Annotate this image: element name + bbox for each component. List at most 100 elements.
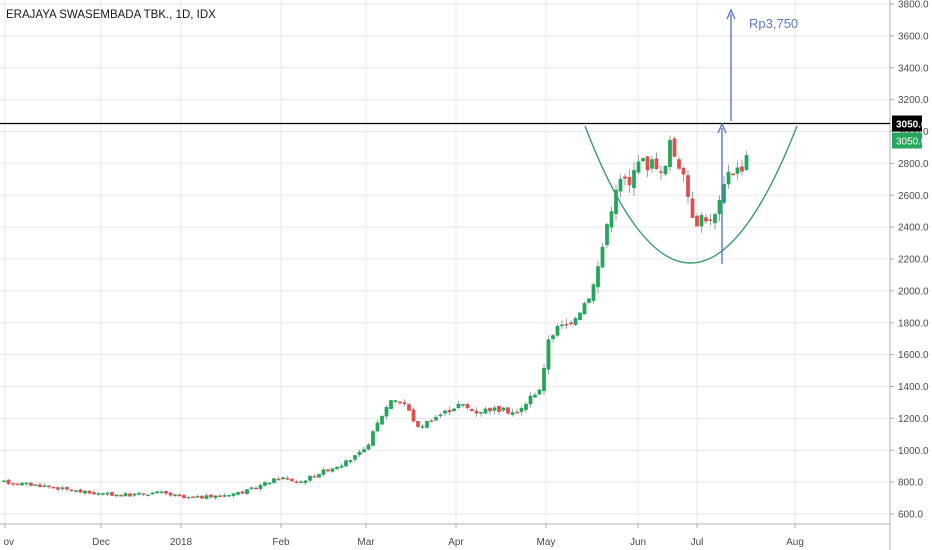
candle-up — [717, 200, 722, 215]
candle-up — [380, 415, 384, 425]
candle-up — [24, 482, 29, 485]
candle-up — [591, 284, 596, 302]
price-tick-label: 3200.0 — [898, 95, 929, 106]
price-tick-label: 1800.0 — [898, 318, 929, 329]
candle-up — [281, 477, 285, 480]
candle-up — [231, 493, 236, 496]
candle-down — [465, 404, 470, 409]
candle-up — [384, 406, 389, 417]
time-tick-label: Aug — [786, 537, 804, 548]
candle-up — [587, 298, 591, 303]
candle-down — [411, 409, 416, 422]
candle-up — [42, 485, 47, 487]
candle-down — [38, 484, 42, 487]
candle-up — [609, 211, 614, 228]
candle-down — [708, 219, 713, 221]
time-tick-label: Dec — [92, 537, 110, 548]
candle-up — [605, 224, 609, 246]
time-tick-label: Jun — [630, 537, 646, 548]
candle-up — [510, 412, 515, 415]
candle-up — [546, 339, 551, 370]
candle-down — [182, 495, 186, 499]
price-tick-label: 3600.0 — [898, 31, 929, 42]
price-tick-label: 1200.0 — [898, 414, 929, 425]
candle-down — [627, 177, 632, 186]
candle-down — [87, 490, 92, 494]
candle-up — [389, 400, 393, 409]
candle-down — [569, 322, 573, 325]
candle-up — [420, 426, 425, 428]
candle-down — [92, 492, 96, 495]
candle-up — [335, 467, 339, 469]
candle-down — [654, 158, 659, 170]
candle-up — [227, 495, 231, 497]
cup-arc[interactable] — [584, 125, 798, 264]
candle-down — [65, 487, 69, 490]
candle-down — [119, 494, 123, 497]
candle-up — [308, 475, 312, 481]
candle-up — [146, 494, 150, 497]
candle-down — [695, 215, 699, 227]
candle-down — [470, 408, 474, 412]
candle-down — [200, 495, 204, 499]
candle-up — [371, 431, 375, 446]
candle-up — [96, 493, 101, 495]
candle-up — [636, 161, 641, 173]
candle-up — [560, 324, 564, 327]
candle-down — [15, 483, 20, 486]
candle-up — [650, 159, 654, 169]
candle-up — [236, 491, 240, 495]
candle-up — [726, 171, 731, 185]
candle-up — [582, 303, 587, 315]
price-tick-label: 2800.0 — [898, 159, 929, 170]
candle-up — [614, 189, 618, 214]
candle-up — [578, 312, 582, 320]
candle-down — [29, 482, 33, 486]
time-tick-label: Mar — [357, 537, 375, 548]
price-tick-label: 3400.0 — [898, 63, 929, 74]
candle-up — [483, 408, 488, 414]
candle-down — [191, 496, 195, 498]
candle-down — [564, 324, 569, 326]
candle-down — [51, 486, 56, 489]
candle-down — [110, 492, 114, 496]
candle-up — [735, 167, 740, 174]
candle-up — [303, 480, 308, 483]
candle-up — [461, 404, 465, 406]
price-tick-label: 3800.0 — [898, 0, 929, 11]
candle-up — [456, 403, 461, 409]
candle-up — [600, 246, 605, 268]
candle-up — [537, 389, 542, 395]
candle-down — [677, 159, 681, 169]
candle-down — [290, 478, 294, 482]
candle-up — [479, 411, 483, 414]
candle-up — [744, 155, 749, 170]
price-tick-label: 1000.0 — [898, 446, 929, 457]
candle-up — [263, 482, 267, 486]
candle-up — [366, 444, 371, 450]
candle-up — [299, 481, 303, 483]
candle-down — [47, 485, 51, 488]
candle-down — [78, 489, 83, 493]
candle-up — [83, 490, 87, 494]
price-label-dark: 3050.0 — [896, 120, 927, 131]
candle-down — [686, 175, 690, 198]
candle-up — [60, 487, 65, 490]
price-tick-label: 2200.0 — [898, 255, 929, 266]
candle-up — [213, 495, 218, 498]
candle-up — [573, 318, 578, 325]
price-tick-label: 3000.0 — [898, 127, 929, 138]
candle-up — [258, 485, 263, 490]
candle-down — [209, 494, 213, 498]
candle-down — [6, 479, 11, 484]
candle-up — [101, 493, 105, 495]
candle-up — [173, 494, 177, 497]
time-tick-label: ov — [3, 537, 14, 548]
candle-up — [357, 451, 362, 455]
candle-down — [672, 138, 677, 157]
candle-down — [704, 217, 708, 222]
candle-down — [447, 409, 452, 413]
candle-up — [272, 478, 276, 484]
